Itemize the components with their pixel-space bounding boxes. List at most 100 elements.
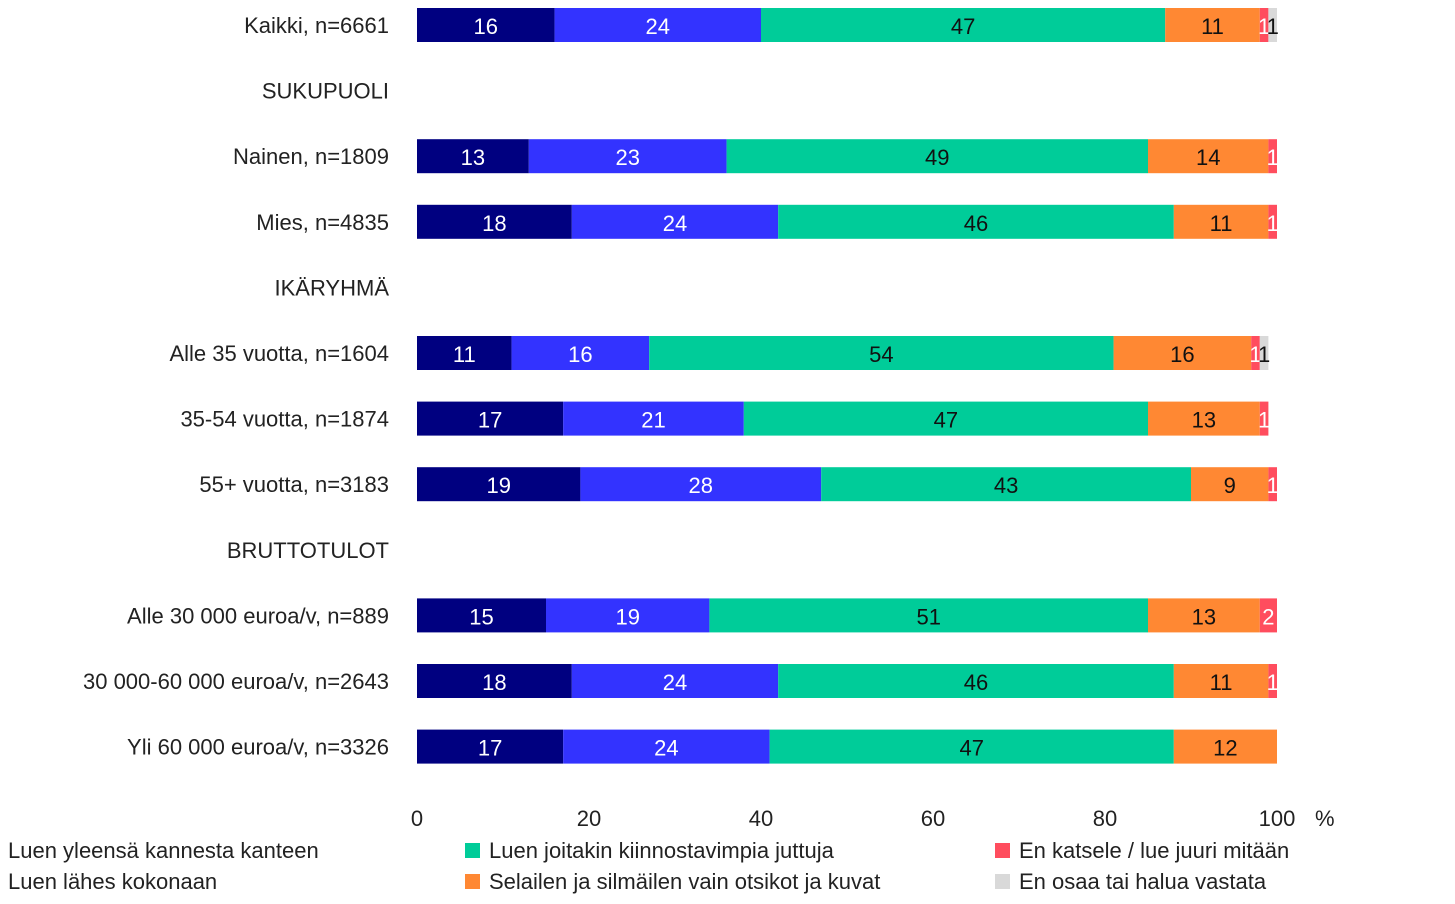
bar-segment <box>417 467 581 502</box>
data-label: 14 <box>1196 145 1220 170</box>
bar-segment <box>821 467 1191 502</box>
bar-segment <box>778 204 1174 239</box>
x-tick-label: 20 <box>577 806 601 831</box>
x-tick-label: 0 <box>411 806 423 831</box>
data-label: 19 <box>615 604 639 629</box>
bar-segment <box>563 401 744 436</box>
data-label: 46 <box>964 211 988 236</box>
data-label: 16 <box>568 342 592 367</box>
data-label: 1 <box>1258 408 1270 433</box>
category-label: 35-54 vuotta, n=1874 <box>180 407 389 432</box>
data-label: 11 <box>1210 211 1233 236</box>
data-label: 2 <box>1262 604 1274 629</box>
bar-segment <box>778 664 1174 698</box>
bar-segment <box>417 664 572 698</box>
bar-segment <box>1268 467 1277 502</box>
data-label: 11 <box>453 342 476 367</box>
legend-label: En katsele / lue juuri mitään <box>1019 838 1289 863</box>
category-label: Nainen, n=1809 <box>233 144 389 169</box>
data-label: 1 <box>1267 14 1279 39</box>
data-label: 18 <box>482 670 506 695</box>
legend-label: Luen lähes kokonaan <box>8 869 217 894</box>
legend-swatch <box>995 874 1010 889</box>
bar-segment <box>417 401 564 436</box>
bar-segment <box>417 729 564 764</box>
category-label: Mies, n=4835 <box>256 210 389 235</box>
data-label: 47 <box>934 408 958 433</box>
data-label: 24 <box>646 14 670 39</box>
data-label: 54 <box>869 342 893 367</box>
data-label: 43 <box>994 473 1018 498</box>
bar-segment <box>709 598 1148 633</box>
bar-segment <box>417 336 512 370</box>
legend-swatch <box>465 843 480 858</box>
category-label: Alle 35 vuotta, n=1604 <box>169 341 389 366</box>
data-label: 49 <box>925 145 949 170</box>
category-label: Kaikki, n=6661 <box>244 13 389 38</box>
category-label: 30 000-60 000 euroa/v, n=2643 <box>83 669 389 694</box>
data-label: 18 <box>482 211 506 236</box>
data-label: 15 <box>469 604 493 629</box>
bar-segment <box>417 8 555 42</box>
bar-segment <box>417 204 572 239</box>
bar-segment <box>1259 8 1269 42</box>
bar-segment <box>761 8 1166 42</box>
data-label: 28 <box>689 473 713 498</box>
bar-segment <box>1251 336 1260 370</box>
data-label: 11 <box>1201 14 1224 39</box>
bar-segment <box>571 664 779 698</box>
data-label: 19 <box>486 473 510 498</box>
data-label: 23 <box>615 145 639 170</box>
x-tick-label: 40 <box>749 806 773 831</box>
bar-segment <box>1259 336 1269 370</box>
bar-segment <box>528 139 727 174</box>
category-label: 55+ vuotta, n=3183 <box>199 472 389 497</box>
data-label: 1 <box>1258 14 1270 39</box>
section-label: BRUTTOTULOT <box>227 538 389 563</box>
data-label: 1 <box>1249 342 1261 367</box>
bar-segment <box>554 8 761 42</box>
category-label: Yli 60 000 euroa/v, n=3326 <box>127 735 389 760</box>
bar-segment <box>417 139 529 174</box>
legend-label: Luen joitakin kiinnostavimpia juttuja <box>489 838 835 863</box>
data-label: 21 <box>641 408 665 433</box>
bar-segment <box>1191 467 1269 502</box>
data-label: 24 <box>654 736 678 761</box>
data-label: 51 <box>916 604 940 629</box>
bar-segment <box>1268 8 1277 42</box>
bar-segment <box>563 729 770 764</box>
data-label: 1 <box>1267 211 1279 236</box>
bar-segment <box>1148 598 1260 633</box>
bar-segment <box>1259 401 1269 436</box>
data-label: 13 <box>1192 408 1216 433</box>
data-label: 9 <box>1224 473 1236 498</box>
x-tick-label: 100 <box>1259 806 1296 831</box>
data-label: 46 <box>964 670 988 695</box>
bar-segment <box>1148 401 1260 436</box>
x-tick-label: 80 <box>1093 806 1117 831</box>
bar-segment <box>417 598 546 633</box>
bar-segment <box>769 729 1174 764</box>
data-label: 11 <box>1210 670 1233 695</box>
x-tick-label: 60 <box>921 806 945 831</box>
data-label: 13 <box>461 145 485 170</box>
bar-segment <box>743 401 1148 436</box>
bar-segment <box>1268 139 1277 174</box>
bar-segment <box>649 336 1114 370</box>
data-label: 24 <box>663 211 687 236</box>
bar-segment <box>1268 664 1277 698</box>
bar-segment <box>1165 8 1260 42</box>
data-label: 13 <box>1192 604 1216 629</box>
legend-label: En osaa tai halua vastata <box>1019 869 1267 894</box>
bar-segment <box>726 139 1148 174</box>
data-label: 47 <box>959 736 983 761</box>
bar-segment <box>1259 598 1277 633</box>
bar-segment <box>1268 204 1277 239</box>
data-label: 47 <box>951 14 975 39</box>
data-label: 1 <box>1267 473 1279 498</box>
bar-segment <box>571 204 779 239</box>
section-label: SUKUPUOLI <box>262 79 389 104</box>
bar-segment <box>1173 204 1269 239</box>
data-label: 1 <box>1267 670 1279 695</box>
